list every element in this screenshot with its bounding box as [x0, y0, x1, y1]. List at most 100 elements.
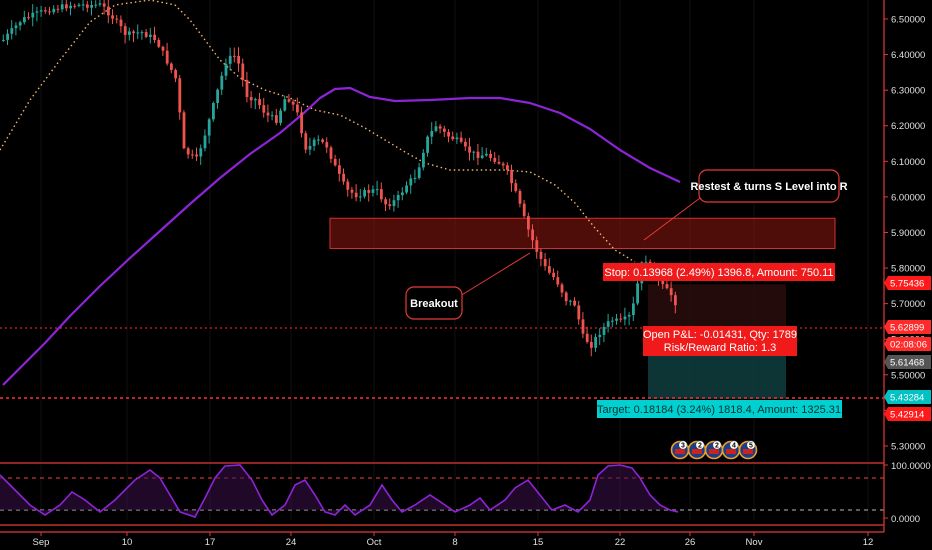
- candle-body: [2, 39, 5, 41]
- candle-body: [258, 99, 261, 106]
- candle-body: [6, 33, 9, 40]
- annotation-pointer: [459, 252, 531, 297]
- time-tick-label: Sep: [33, 537, 50, 548]
- flag-icon: [726, 449, 736, 454]
- price-tick-label: 5.80000: [891, 264, 925, 275]
- event-icons[interactable]: 3 2 2 4 5: [670, 440, 758, 460]
- candle-body: [363, 190, 366, 197]
- flag-icon: [692, 449, 702, 454]
- candle-body: [543, 258, 547, 267]
- candle-body: [506, 165, 509, 170]
- candle-body: [342, 173, 345, 182]
- candle-body: [237, 55, 240, 64]
- osc-tick-label: 100.0000: [891, 461, 931, 472]
- event-count: 2: [715, 442, 719, 449]
- candle-body: [401, 192, 404, 196]
- event-icon[interactable]: 2: [687, 440, 707, 460]
- ma-fast-line: [0, 0, 636, 263]
- osc-tick-label: 0.0000: [891, 514, 920, 525]
- candle-body: [333, 158, 337, 166]
- price-tag: 5.75436: [890, 279, 924, 290]
- candle-body: [48, 11, 51, 13]
- candle-body: [325, 142, 329, 148]
- event-count: 4: [732, 442, 736, 449]
- candle-body: [480, 155, 484, 158]
- candle-body: [510, 169, 513, 184]
- candle-body: [468, 146, 471, 153]
- candle-body: [632, 303, 635, 316]
- candle-body: [644, 261, 648, 263]
- candle-body: [123, 26, 127, 35]
- candle-body: [602, 326, 606, 335]
- time-tick-label: 8: [452, 537, 457, 548]
- time-axis: Sep 10 17 24 Oct 8 15 22 26 Nov 12: [0, 531, 884, 548]
- candle-body: [245, 80, 249, 98]
- ma-slow-line: [2, 86, 681, 386]
- candle-body: [388, 204, 392, 207]
- event-icon[interactable]: 5: [738, 440, 758, 460]
- candle-body: [161, 46, 165, 51]
- stop-label: Stop: 0.13968 (2.49%) 1396.8, Amount: 75…: [604, 267, 833, 279]
- candle-body: [497, 161, 501, 164]
- position-labels: Stop: 0.13968 (2.49%) 1396.8, Amount: 75…: [597, 263, 842, 418]
- candle-body: [665, 284, 669, 289]
- candle-body: [611, 320, 614, 322]
- stop-label-bg: [603, 263, 835, 281]
- candle-body: [518, 191, 522, 204]
- badge-icon: [678, 440, 688, 450]
- price-tick-label: 5.90000: [891, 228, 925, 239]
- candle-body: [384, 199, 387, 205]
- candle-body: [115, 18, 119, 20]
- candle-body: [371, 189, 375, 193]
- candle-body: [186, 148, 190, 155]
- price-tag: 5.42914: [890, 410, 924, 421]
- event-icon[interactable]: 4: [721, 440, 741, 460]
- pnl-label-bg: [643, 326, 797, 356]
- candle-body: [178, 78, 182, 113]
- candle-body: [60, 4, 64, 10]
- candle-body: [144, 32, 148, 37]
- candle-body: [10, 28, 14, 34]
- price-tick-label: 5.30000: [891, 441, 925, 452]
- candle-body: [472, 151, 476, 153]
- badge-icon: [712, 440, 722, 450]
- candle-body: [674, 295, 677, 306]
- candle-body: [165, 50, 169, 64]
- candle-body: [476, 151, 480, 158]
- candle-body: [308, 145, 312, 150]
- price-tick-label: 6.20000: [891, 121, 925, 132]
- candle-body: [359, 196, 362, 198]
- price-tag-bg: [884, 320, 931, 334]
- candle-body: [56, 8, 60, 10]
- candle-body: [191, 154, 194, 156]
- candle-body: [443, 128, 446, 132]
- candle-body: [27, 17, 30, 19]
- time-tick-label: Nov: [746, 537, 763, 548]
- candle-body: [216, 89, 219, 103]
- annotation-text: Restest & turns S Level into R: [690, 181, 847, 193]
- candle-body: [207, 119, 211, 136]
- candle-body: [111, 15, 114, 19]
- candle-body: [86, 4, 89, 8]
- candle-body: [157, 40, 161, 47]
- candle-body: [585, 333, 589, 343]
- candle-body: [94, 4, 98, 6]
- price-tick-label: 6.00000: [891, 192, 925, 203]
- event-count: 3: [681, 442, 685, 449]
- candle-body: [73, 5, 77, 7]
- candle-body: [548, 266, 551, 273]
- candle-body: [317, 139, 320, 141]
- candle-body: [422, 152, 425, 168]
- event-icon[interactable]: 2: [704, 440, 724, 460]
- time-tick-label: 24: [286, 537, 297, 548]
- time-tick-label: 17: [205, 537, 216, 548]
- candle-body: [346, 181, 350, 190]
- price-tick-label: 6.40000: [891, 50, 925, 61]
- candle-body: [23, 17, 26, 23]
- candle-body: [254, 99, 257, 101]
- candle-body: [291, 101, 295, 105]
- event-icon[interactable]: 3: [670, 440, 690, 460]
- time-tick-label: Oct: [367, 537, 382, 548]
- candle-body: [573, 300, 576, 306]
